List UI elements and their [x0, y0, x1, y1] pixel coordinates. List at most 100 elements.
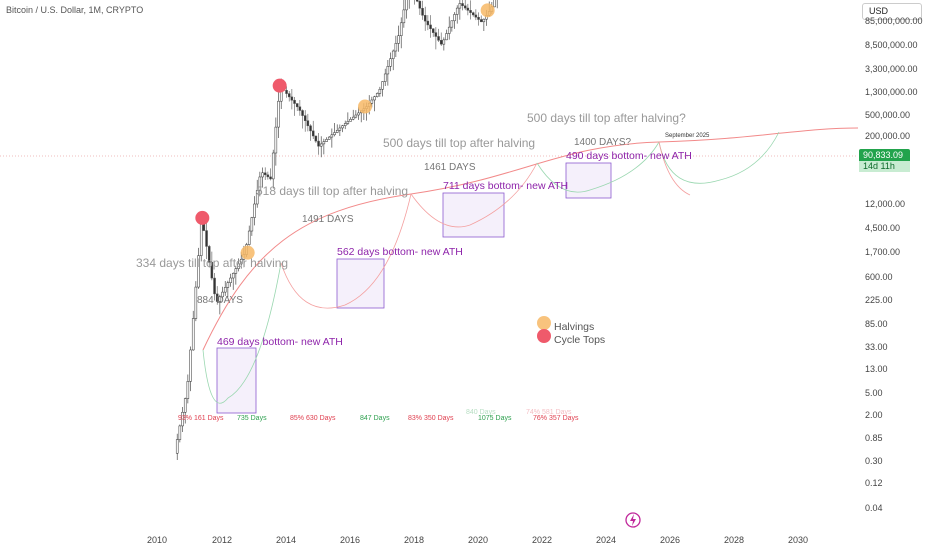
candle-body	[378, 88, 382, 94]
candle-body	[274, 126, 278, 154]
accumulation-box-2	[336, 258, 385, 309]
candle-body	[175, 439, 179, 454]
candle-body	[258, 176, 262, 191]
candle-body	[341, 125, 344, 129]
accumulation-box-1	[216, 347, 257, 414]
candle-body	[237, 263, 240, 269]
candle-body	[482, 18, 486, 23]
candle-body	[298, 106, 302, 111]
candle-body	[463, 5, 467, 9]
candle-body	[466, 7, 470, 11]
candle-body	[383, 73, 387, 82]
candle-body	[277, 100, 280, 128]
candle-body	[213, 277, 216, 295]
candle-body	[301, 110, 304, 116]
candle-body	[389, 58, 392, 67]
last-price: 90,833.09	[863, 150, 904, 160]
candle-body	[269, 176, 272, 180]
candle-body	[181, 412, 184, 427]
x-tick-2016: 2016	[340, 535, 360, 545]
candle-body	[183, 398, 187, 413]
drawdown-label-3: 85% 630 Days	[290, 415, 336, 422]
candle-body	[338, 127, 342, 131]
y-tick-10: 225.00	[865, 295, 893, 305]
candle-body	[239, 258, 243, 265]
candle-body	[322, 141, 326, 145]
y-tick-15: 2.00	[865, 410, 883, 420]
candle-body	[253, 203, 256, 218]
candle-body	[207, 246, 211, 263]
chart-markers	[195, 3, 495, 260]
lightning-icon	[625, 512, 641, 528]
candle-body	[343, 123, 347, 126]
cycle-curve-1	[202, 262, 282, 404]
cycle-curve-2	[280, 193, 412, 309]
x-tick-2014: 2014	[276, 535, 296, 545]
cycle-curve-5	[658, 131, 780, 184]
y-tick-16: 0.85	[865, 433, 883, 443]
candle-body	[255, 190, 259, 205]
candle-body	[439, 40, 443, 45]
x-tick-2024: 2024	[596, 535, 616, 545]
candle-body	[229, 277, 232, 283]
candle-body	[351, 116, 355, 120]
y-tick-17: 0.30	[865, 456, 883, 466]
cycle-curve-3	[410, 162, 538, 228]
candle-body	[415, 0, 419, 2]
candle-body	[394, 43, 398, 52]
currency-selector[interactable]: USD	[862, 3, 922, 20]
candle-body	[493, 0, 496, 8]
bottom-label-562: 562 days bottom- new ATH	[337, 246, 463, 258]
candle-body	[215, 293, 219, 302]
x-tick-2012: 2012	[212, 535, 232, 545]
annotation-halving-2012: 334 days till top after halving	[136, 256, 288, 270]
y-tick-19: 0.04	[865, 503, 883, 513]
y-tick-4: 500,000.00	[865, 110, 910, 120]
annotation-1400-days: 1400 DAYS?	[574, 137, 632, 148]
candle-body	[290, 96, 294, 101]
candle-body	[458, 3, 462, 9]
bottom-label-490: 490 days bottom- new ATH	[566, 150, 692, 162]
annotation-884-days: 884 DAYS	[197, 295, 243, 306]
drawdown-label-1: 93% 161 Days	[178, 415, 224, 422]
annotation-halving-2028: 500 days till top after halving?	[527, 111, 686, 125]
candle-body	[218, 296, 222, 302]
candle-body	[189, 349, 192, 382]
y-tick-6: 12,000.00	[865, 199, 905, 209]
x-tick-2018: 2018	[404, 535, 424, 545]
bottom-label-469: 469 days bottom- new ATH	[217, 336, 343, 348]
candle-body	[335, 129, 339, 133]
candle-body	[402, 9, 406, 24]
drawdown-label-2: 735 Days	[237, 415, 267, 422]
candle-body	[178, 425, 182, 440]
candle-body	[231, 273, 235, 279]
cycle-top-marker-1	[195, 210, 210, 225]
candle-body	[455, 7, 459, 15]
candle-body	[327, 136, 331, 140]
candle-body	[399, 22, 403, 36]
x-tick-2028: 2028	[724, 535, 744, 545]
candle-body	[317, 140, 320, 147]
candle-body	[381, 81, 384, 90]
candle-body	[479, 19, 483, 23]
y-tick-5: 200,000.00	[865, 131, 910, 141]
y-tick-18: 0.12	[865, 478, 883, 488]
y-tick-2: 3,300,000.00	[865, 64, 918, 74]
candle-body	[437, 36, 440, 41]
x-tick-2022: 2022	[532, 535, 552, 545]
candle-body	[333, 132, 336, 136]
candle-body	[391, 50, 395, 59]
candle-body	[205, 230, 208, 247]
candle-body	[194, 286, 198, 319]
candle-body	[397, 35, 400, 44]
candle-body	[450, 20, 454, 28]
candle-body	[191, 318, 195, 351]
candle-body	[234, 268, 238, 274]
candle-body	[469, 10, 472, 13]
candle-body	[226, 282, 230, 288]
candle-body	[330, 134, 334, 138]
candle-body	[357, 112, 360, 116]
accumulation-box-4	[565, 162, 612, 199]
candle-body	[370, 99, 374, 104]
